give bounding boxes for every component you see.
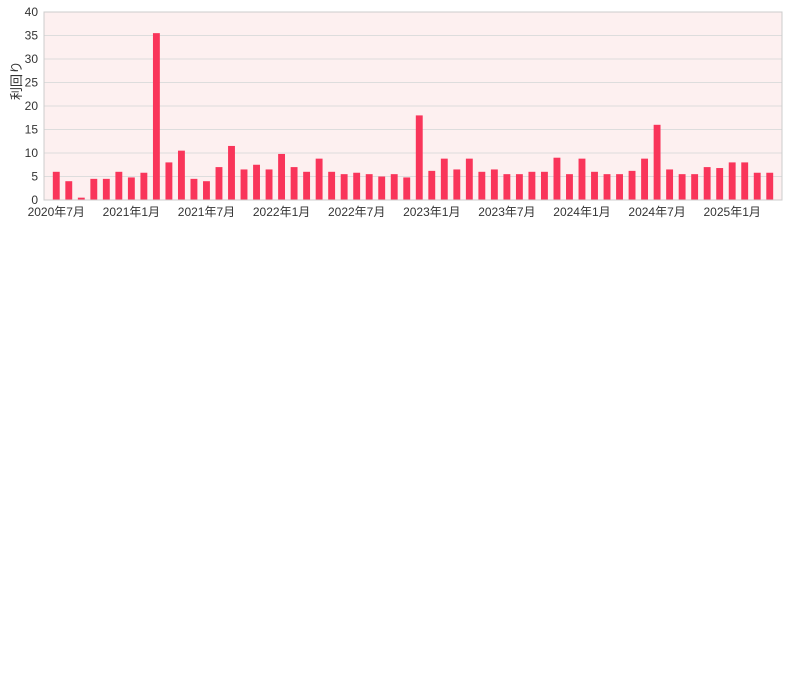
x-tick-label: 2025年1月	[704, 205, 761, 219]
bar	[566, 174, 573, 200]
bar	[491, 169, 498, 200]
bar	[90, 179, 97, 200]
x-tick-label: 2023年1月	[403, 205, 460, 219]
bar	[704, 167, 711, 200]
bar	[165, 162, 172, 200]
bar	[216, 167, 223, 200]
bar	[679, 174, 686, 200]
bar	[591, 172, 598, 200]
y-axis-label: 利回り	[6, 61, 25, 100]
bar	[328, 172, 335, 200]
bar	[766, 173, 773, 200]
bar	[641, 159, 648, 200]
bar	[616, 174, 623, 200]
bar	[579, 159, 586, 200]
bar	[291, 167, 298, 200]
bar	[366, 174, 373, 200]
bar	[228, 146, 235, 200]
bar	[203, 181, 210, 200]
bar	[729, 162, 736, 200]
bar	[691, 174, 698, 200]
x-tick-label: 2022年1月	[253, 205, 310, 219]
x-tick-label: 2021年7月	[178, 205, 235, 219]
bar	[353, 173, 360, 200]
bar	[478, 172, 485, 200]
bar	[466, 159, 473, 200]
y-tick-label: 5	[31, 170, 38, 184]
x-tick-label: 2021年1月	[103, 205, 160, 219]
bar	[103, 179, 110, 200]
bar	[629, 171, 636, 200]
bar	[741, 162, 748, 200]
bar	[191, 179, 198, 200]
bar	[341, 174, 348, 200]
y-tick-label: 25	[25, 76, 39, 90]
bar	[266, 169, 273, 200]
bar	[666, 169, 673, 200]
bar	[178, 151, 185, 200]
bar	[140, 173, 147, 200]
x-tick-label: 2020年7月	[28, 205, 85, 219]
bar	[253, 165, 260, 200]
y-tick-label: 40	[25, 5, 39, 19]
bar	[391, 174, 398, 200]
bar	[516, 174, 523, 200]
yield-bar-chart: 05101520253035402020年7月2021年1月2021年7月202…	[0, 0, 792, 700]
bar	[316, 159, 323, 200]
y-tick-label: 20	[25, 99, 39, 113]
bar	[503, 174, 510, 200]
bar	[53, 172, 60, 200]
chart-container: 利回り 05101520253035402020年7月2021年1月2021年7…	[0, 0, 792, 700]
x-tick-label: 2022年7月	[328, 205, 385, 219]
bar	[441, 159, 448, 200]
bar	[654, 125, 661, 200]
y-tick-label: 15	[25, 123, 39, 137]
bar	[65, 181, 72, 200]
bar	[303, 172, 310, 200]
bar	[554, 158, 561, 200]
bar	[403, 177, 410, 200]
y-tick-label: 30	[25, 52, 39, 66]
bar	[278, 154, 285, 200]
bar	[416, 115, 423, 200]
y-tick-label: 10	[25, 146, 39, 160]
bar	[528, 172, 535, 200]
bar	[716, 168, 723, 200]
x-tick-label: 2024年7月	[628, 205, 685, 219]
bar	[128, 177, 135, 200]
x-tick-label: 2024年1月	[553, 205, 610, 219]
x-tick-label: 2023年7月	[478, 205, 535, 219]
bar	[153, 33, 160, 200]
bar	[541, 172, 548, 200]
bar	[428, 171, 435, 200]
bar	[453, 169, 460, 200]
bar	[378, 177, 385, 201]
bar	[241, 169, 248, 200]
bar	[604, 174, 611, 200]
bar	[115, 172, 122, 200]
y-tick-label: 35	[25, 29, 39, 43]
bar	[754, 173, 761, 200]
